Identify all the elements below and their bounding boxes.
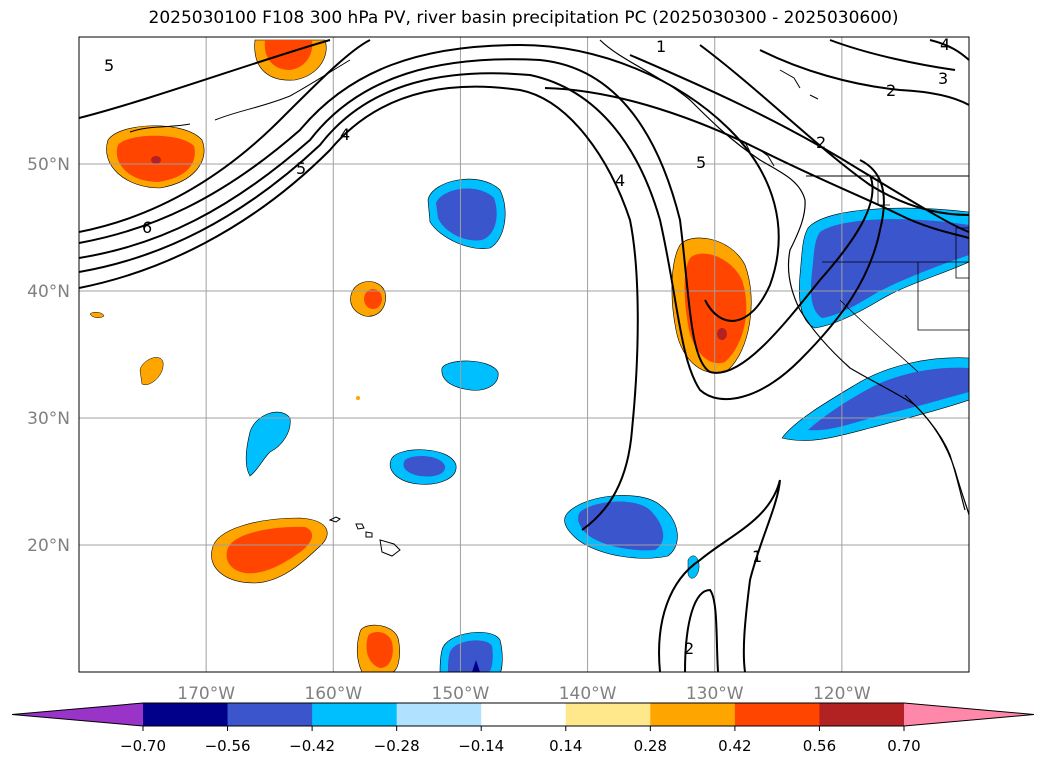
pv-contour-3 bbox=[79, 58, 874, 374]
contour-label: 4 bbox=[340, 125, 350, 144]
pv-contour-1 bbox=[79, 85, 639, 531]
colorbar-tick-label: 0.56 bbox=[803, 737, 836, 755]
gridlines bbox=[79, 37, 969, 672]
pv-contour-6 bbox=[79, 39, 331, 119]
pv-contour-13 bbox=[658, 479, 781, 672]
coastlines bbox=[129, 39, 969, 557]
state-border bbox=[917, 262, 969, 331]
negative-region-pacific-northwest bbox=[799, 207, 969, 329]
contour-label: 4 bbox=[940, 35, 950, 54]
x-tick-label: 160°W bbox=[304, 684, 362, 704]
x-tick-label: 150°W bbox=[432, 684, 490, 704]
colorbar-segment bbox=[650, 703, 736, 726]
colorbar-segment bbox=[819, 703, 905, 726]
colorbar-extend-high bbox=[904, 703, 1034, 726]
colorbar-tick-label: −0.70 bbox=[120, 737, 166, 755]
negative-region-south bbox=[439, 632, 503, 672]
pv-contour-7 bbox=[544, 87, 969, 239]
pv-contour-12 bbox=[929, 39, 969, 61]
x-tick-label: 140°W bbox=[559, 684, 617, 704]
pv-contour-9 bbox=[699, 44, 969, 216]
colorbar-tick-label: 0.28 bbox=[634, 737, 667, 755]
colorbar-tick-label: 0.70 bbox=[887, 737, 920, 755]
contour-label: 1 bbox=[656, 37, 666, 56]
state-border bbox=[839, 299, 919, 373]
colorbar-extend-low bbox=[12, 703, 143, 726]
x-tick-label: 170°W bbox=[177, 684, 235, 704]
alaska-islands bbox=[739, 69, 819, 167]
positive-region-small-1 bbox=[350, 281, 386, 317]
pv-contours bbox=[79, 39, 969, 672]
pv-contour-14 bbox=[684, 588, 719, 672]
baja-coastline bbox=[904, 394, 966, 511]
contour-label: 5 bbox=[696, 153, 706, 172]
colorbar-segment bbox=[565, 703, 651, 726]
aleutian-islands bbox=[129, 59, 351, 133]
colorbar-tick-label: −0.42 bbox=[289, 737, 335, 755]
contour-label: 6 bbox=[142, 218, 152, 237]
positive-region-south bbox=[356, 624, 400, 672]
contour-label: 3 bbox=[938, 69, 948, 88]
pv-contour-4 bbox=[79, 43, 780, 322]
colorbar-segment bbox=[396, 703, 482, 726]
pv-contour-5 bbox=[79, 39, 371, 233]
precipitation-pc-shading bbox=[89, 39, 969, 672]
contour-label: 5 bbox=[296, 159, 306, 178]
positive-region-small-2 bbox=[139, 357, 164, 385]
negative-region-mid-1 bbox=[441, 360, 499, 391]
negative-region-subtropical bbox=[564, 495, 678, 559]
y-axis-tick-labels: 20°N 30°N 40°N 50°N bbox=[27, 155, 70, 556]
colorbar-tick-label: 0.42 bbox=[718, 737, 751, 755]
negative-region-southwest bbox=[781, 357, 969, 441]
pv-contour-8 bbox=[629, 54, 969, 233]
positive-region-aleutian bbox=[254, 39, 327, 81]
pv-contour-10 bbox=[759, 49, 969, 106]
chart-title: 2025030100 F108 300 hPa PV, river basin … bbox=[148, 8, 899, 28]
colorbar-segment bbox=[227, 703, 313, 726]
x-tick-label: 120°W bbox=[813, 684, 871, 704]
colorbar: −0.70 −0.56 −0.42 −0.28 −0.14 0.14 0.28 0.42 0.5… bbox=[11, 702, 1035, 755]
colorbar-tick-label: 0.14 bbox=[549, 737, 582, 755]
colorbar-segment bbox=[734, 703, 820, 726]
state-border bbox=[877, 176, 890, 206]
x-tick-label: 130°W bbox=[686, 684, 744, 704]
contour-label: 2 bbox=[886, 81, 896, 100]
colorbar-tick-label: −0.28 bbox=[374, 737, 420, 755]
y-tick-label: 40°N bbox=[27, 282, 70, 302]
negative-region-north-pacific bbox=[427, 178, 506, 249]
y-tick-label: 20°N bbox=[27, 536, 70, 556]
colorbar-segment bbox=[481, 703, 567, 726]
positive-region-hawaii-west bbox=[211, 517, 328, 584]
contour-label: 2 bbox=[684, 639, 694, 658]
y-tick-label: 30°N bbox=[27, 409, 70, 429]
colorbar-segment bbox=[312, 703, 398, 726]
map-frame bbox=[78, 36, 970, 673]
contour-label: 2 bbox=[816, 133, 826, 152]
negative-region-hawaii-east bbox=[389, 449, 457, 485]
colorbar-tick-label: −0.56 bbox=[205, 737, 251, 755]
pv-contour-2 bbox=[79, 72, 885, 401]
negative-region-mid-2 bbox=[245, 411, 291, 477]
colorbar-tick-label: −0.14 bbox=[458, 737, 504, 755]
positive-region-north-pacific bbox=[106, 125, 205, 189]
positive-region-west-coast bbox=[671, 237, 752, 374]
y-tick-label: 50°N bbox=[27, 155, 70, 175]
pv-contour-11 bbox=[829, 39, 956, 71]
contour-labels: 5 5 4 6 4 5 2 3 4 2 1 2 1 bbox=[104, 35, 950, 658]
state-border bbox=[955, 227, 969, 279]
hawaii-islands bbox=[328, 516, 401, 557]
x-axis-tick-labels: 170°W 160°W 150°W 140°W 130°W 120°W bbox=[177, 684, 871, 704]
contour-label: 5 bbox=[104, 56, 114, 75]
contour-label: 1 bbox=[752, 547, 762, 566]
contour-label: 4 bbox=[615, 171, 625, 190]
positive-region-small-3 bbox=[89, 312, 105, 318]
positive-region-dot bbox=[356, 396, 360, 400]
colorbar-segment bbox=[143, 703, 229, 726]
